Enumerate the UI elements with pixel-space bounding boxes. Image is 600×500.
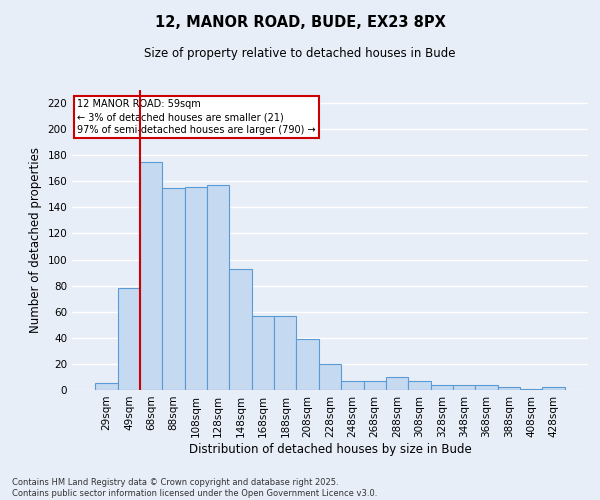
Bar: [185, 186, 207, 390]
Text: Size of property relative to detached houses in Bude: Size of property relative to detached ho…: [144, 48, 456, 60]
Text: 12 MANOR ROAD: 59sqm
← 3% of detached houses are smaller (21)
97% of semi-detach: 12 MANOR ROAD: 59sqm ← 3% of detached ho…: [77, 99, 316, 136]
Bar: [229, 268, 252, 390]
Text: 12, MANOR ROAD, BUDE, EX23 8PX: 12, MANOR ROAD, BUDE, EX23 8PX: [155, 15, 445, 30]
Text: Contains HM Land Registry data © Crown copyright and database right 2025.
Contai: Contains HM Land Registry data © Crown c…: [12, 478, 377, 498]
X-axis label: Distribution of detached houses by size in Bude: Distribution of detached houses by size …: [188, 442, 472, 456]
Bar: [140, 162, 163, 390]
Bar: [520, 388, 542, 390]
Bar: [453, 385, 475, 390]
Bar: [118, 288, 140, 390]
Bar: [497, 388, 520, 390]
Bar: [252, 316, 274, 390]
Bar: [341, 381, 364, 390]
Bar: [296, 339, 319, 390]
Bar: [431, 385, 453, 390]
Bar: [475, 385, 497, 390]
Bar: [274, 316, 296, 390]
Bar: [386, 377, 408, 390]
Bar: [542, 388, 565, 390]
Bar: [207, 185, 229, 390]
Bar: [364, 381, 386, 390]
Bar: [163, 188, 185, 390]
Bar: [95, 384, 118, 390]
Y-axis label: Number of detached properties: Number of detached properties: [29, 147, 42, 333]
Bar: [408, 381, 431, 390]
Bar: [319, 364, 341, 390]
